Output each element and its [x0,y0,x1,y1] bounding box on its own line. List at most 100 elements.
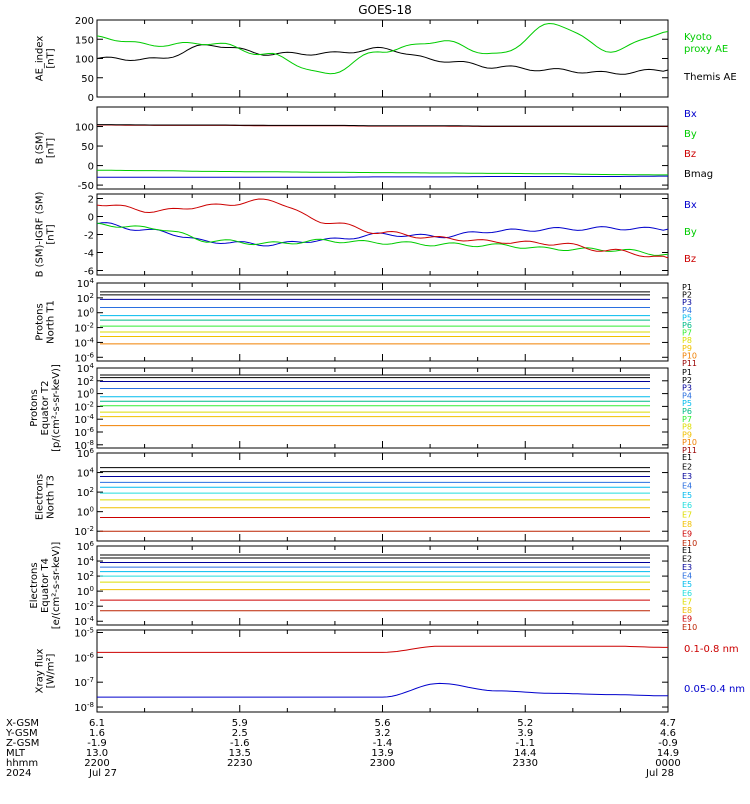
channel-label: P2 [682,376,692,385]
x-tick-value: -1.9 [87,738,107,749]
x-tick-value: 2200 [84,758,109,769]
channel-label: P6 [682,321,692,330]
channel-label: P1 [682,368,692,377]
y-tick-label: 0 [88,162,94,173]
series-line-bz [96,198,669,259]
x-tick-value: -1.1 [515,738,535,749]
series-line-bmag [97,124,668,127]
legend-label: Kyoto [684,32,712,43]
series-line-bx [96,222,669,247]
legend-label: 0.05-0.4 nm [684,684,745,695]
channel-label: E5 [682,491,692,500]
x-tick-value: 1.6 [89,728,105,739]
channel-label: P10 [682,351,697,360]
y-tick-label: 200 [75,16,94,27]
channel-label: E4 [682,482,692,491]
y-tick-label: 2 [88,195,94,206]
y-axis-label: Equator T2 [40,381,51,436]
y-tick-label: 102 [77,486,94,499]
channel-label: E8 [682,520,692,529]
y-tick-label: 106 [77,540,95,553]
y-tick-label: 10-2 [74,322,94,335]
x-tick-value: 13.0 [86,748,108,759]
panel-xray: 10-8 10-7 10-6 10-5 Xray flux [W/m²] 0.1-0.8 n… [35,626,746,714]
x-row-label: X-GSM [6,718,39,729]
x-tick-value: 13.9 [371,748,393,759]
x-tick-value: Jul 28 [645,768,674,779]
y-axis-label: [e/(cm²-s-sr-keV)] [51,542,62,630]
channel-label: E5 [682,580,692,589]
channel-label: E7 [682,510,692,519]
series-line-by [96,222,669,256]
channel-label: P4 [682,391,692,400]
y-tick-label: 100 [75,55,94,66]
series-line-bx [97,175,668,178]
legend-label: Bmag [684,169,713,180]
x-tick-value: 13.5 [229,748,251,759]
channel-label: P11 [682,359,697,368]
channel-label: P8 [682,423,692,432]
channel-label: E3 [682,563,692,572]
x-tick-value: 3.2 [375,728,391,739]
y-tick-label: -4 [84,249,94,260]
channel-label: P3 [682,384,692,393]
panel-bsm: -50 0 50 100 B (SM) [nT] Bx By Bz Bmag [35,106,713,192]
x-tick-value: 4.6 [660,728,676,739]
channel-label: E2 [682,463,692,472]
x-tick-value: 5.9 [232,718,248,729]
y-axis-label: Electrons [29,562,40,608]
y-tick-label: 50 [81,74,94,85]
x-tick-value: 0000 [655,758,680,769]
channel-label: P10 [682,438,697,447]
panel-frame [96,452,669,542]
y-tick-label: 104 [77,555,95,568]
series-line-themis-ae [96,44,669,75]
channel-label: P7 [682,415,692,424]
channel-label: P7 [682,329,692,338]
x-tick-value: 6.1 [89,718,105,729]
y-tick-label: 10-4 [74,413,94,426]
channel-label: P4 [682,306,692,315]
x-tick-value: 5.2 [517,718,533,729]
y-axis-label: Equator T4 [40,558,51,613]
y-axis-label: [W/m²] [46,653,57,688]
channel-label: P9 [682,344,692,353]
y-tick-label: 104 [77,362,95,375]
y-tick-label: 10-8 [74,701,94,714]
legend-label: proxy AE [684,44,728,55]
x-tick-value: -1.6 [230,738,250,749]
plot-title: GOES-18 [358,3,412,17]
y-tick-label: 100 [77,307,94,320]
channel-label: E6 [682,501,692,510]
x-tick-value: 14.9 [657,748,679,759]
y-axis-label: Protons [35,303,46,340]
x-row-label: Y-GSM [5,728,38,739]
y-tick-label: 10-4 [74,336,94,349]
y-tick-label: 102 [77,375,94,388]
series-line-by [97,169,668,176]
channel-label: P3 [682,298,692,307]
channel-label: E2 [682,555,692,564]
channel-label: E10 [682,539,697,548]
legend-label: By [684,227,697,238]
y-tick-label: 10-2 [74,400,94,413]
y-axis-label: North T1 [46,300,57,344]
y-axis-label: Protons [29,389,40,426]
panel-frame [96,193,669,276]
channel-label: E10 [682,623,697,632]
y-tick-label: 102 [77,570,94,583]
legend-label: By [684,129,697,140]
y-tick-label: 104 [77,467,95,480]
channel-label: P1 [682,283,692,292]
y-tick-label: 10-2 [74,600,94,613]
panel-bdiff: -6 -4 -2 0 2 B (SM)-IGRF (SM) [nT] Bx By Bz [35,192,697,278]
x-row-label: hhmm [6,758,38,769]
x-row-label: 2024 [6,768,31,779]
y-tick-label: 100 [77,506,94,519]
channel-label: E1 [682,453,692,462]
channel-label: E3 [682,472,692,481]
legend-label: Bz [684,149,696,160]
x-tick-value: 5.6 [375,718,391,729]
